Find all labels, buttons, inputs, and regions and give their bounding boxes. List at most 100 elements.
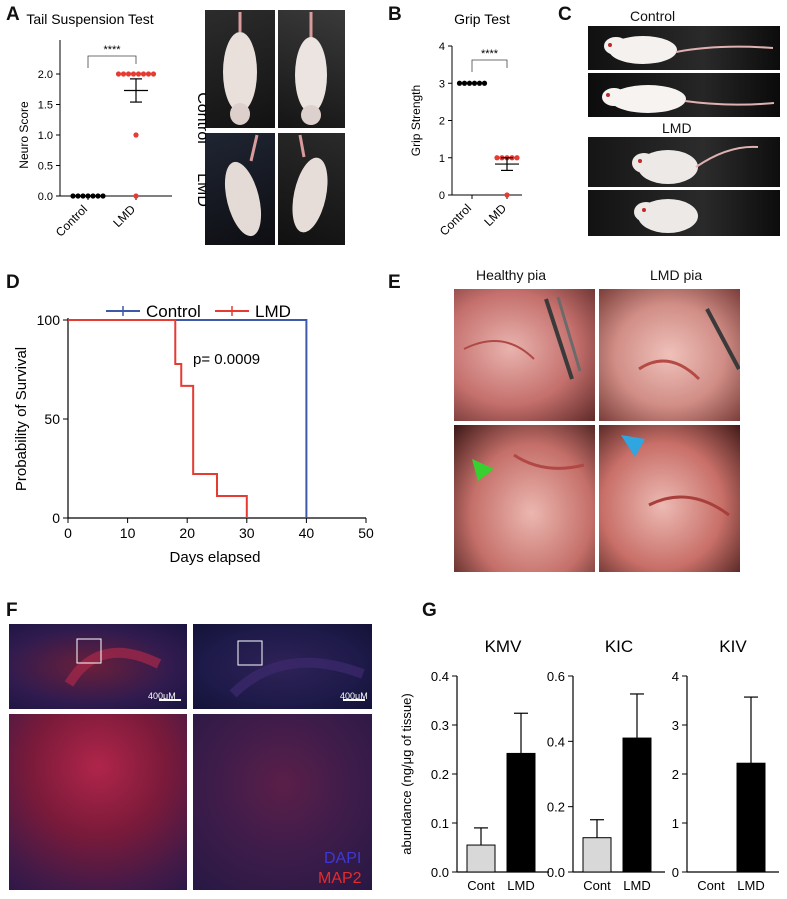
y-tick-label: 0.0 <box>547 865 565 880</box>
data-point <box>115 71 122 77</box>
scale-bar-right: 400μM <box>340 691 368 701</box>
legend-map2: MAP2 <box>318 870 362 887</box>
legend-dapi: DAPI <box>324 850 362 867</box>
microscopy-control-zoom <box>9 714 187 890</box>
microscopy-lmd-overview <box>193 624 372 709</box>
y-tick-label: 0.2 <box>547 800 565 815</box>
x-tick-label: 10 <box>120 525 136 541</box>
x-tick-label: 50 <box>358 525 374 541</box>
bar-lmd <box>506 752 536 873</box>
data-point <box>494 155 500 161</box>
photo-mouse-lmd-2 <box>588 190 780 236</box>
photo-pia-lmd-top <box>599 289 740 421</box>
y-axis-label: Probability of Survival <box>13 347 30 491</box>
photo-tail-lmd-2 <box>278 133 345 245</box>
y-tick-label: 0.6 <box>547 669 565 684</box>
data-point <box>90 193 96 199</box>
x-tick-label: LMD <box>110 202 138 230</box>
y-tick-label: 0.2 <box>431 767 449 782</box>
x-tick-label: LMD <box>623 878 650 893</box>
x-tick-label: LMD <box>507 878 534 893</box>
photo-tail-control-2 <box>278 10 345 128</box>
x-tick-label: Control <box>437 201 474 238</box>
significance-label: **** <box>481 48 499 60</box>
y-tick-label: 3 <box>672 718 679 733</box>
legend-label: LMD <box>255 302 291 321</box>
x-tick-label: Cont <box>467 878 495 893</box>
panel-label-a: A <box>6 4 20 25</box>
panel-c-label-lmd: LMD <box>662 120 692 136</box>
panel-label-d: D <box>6 272 20 293</box>
data-point <box>476 80 483 86</box>
data-point <box>135 71 142 77</box>
y-tick-label: 2 <box>672 767 679 782</box>
photo-pia-lmd-bottom <box>599 425 740 572</box>
data-point <box>150 71 157 77</box>
bar-cont <box>466 844 496 873</box>
data-point <box>70 193 76 199</box>
scale-bar-left: 400μM <box>148 691 176 701</box>
y-tick-label: 0.0 <box>38 191 53 203</box>
data-point <box>133 193 139 199</box>
panel-c-label-control: Control <box>630 8 676 24</box>
y-axis-label: abundance (ng/μg of tissue) <box>399 693 414 854</box>
chart-title: Tail Suspension Test <box>26 11 153 27</box>
x-tick-label: LMD <box>481 201 509 229</box>
x-tick-label: LMD <box>737 878 764 893</box>
y-tick-label: 1 <box>439 153 445 165</box>
y-tick-label: 0.5 <box>38 161 53 173</box>
y-tick-label: 2.0 <box>38 69 53 81</box>
photo-label-control: Control <box>194 92 206 144</box>
panel-a-photo-labels: Control LMD <box>194 92 206 207</box>
p-value-annotation: p= 0.0009 <box>193 351 260 368</box>
photo-tail-lmd-1 <box>205 133 275 245</box>
y-tick-label: 2 <box>439 116 445 128</box>
y-tick-label: 0.4 <box>431 669 449 684</box>
survival-curve-lmd <box>68 319 248 518</box>
data-point <box>504 192 510 198</box>
data-point <box>466 80 473 86</box>
chart-title: Grip Test <box>454 11 510 27</box>
y-tick-label: 0 <box>52 510 60 526</box>
significance-bracket <box>471 59 508 72</box>
significance-bracket <box>87 55 137 68</box>
microscopy-lmd-zoom <box>193 714 372 890</box>
photo-tail-control-1 <box>205 10 275 128</box>
panel-label-g: G <box>422 600 437 621</box>
y-tick-label: 50 <box>44 411 60 427</box>
data-point <box>125 71 132 77</box>
photo-pia-healthy-bottom <box>454 425 595 572</box>
y-tick-label: 1.0 <box>38 130 53 142</box>
y-tick-label: 4 <box>439 41 445 53</box>
data-point <box>481 80 488 86</box>
y-tick-label: 4 <box>672 669 679 684</box>
data-point <box>85 193 91 199</box>
x-tick-label: 20 <box>179 525 195 541</box>
data-point <box>471 80 478 86</box>
y-tick-label: 1 <box>672 816 679 831</box>
subplot-title: KIV <box>719 637 747 656</box>
data-point <box>130 71 137 77</box>
panel-label-f: F <box>6 600 18 621</box>
y-tick-label: 0 <box>672 865 679 880</box>
panel-e-col-healthy: Healthy pia <box>476 267 547 283</box>
data-point <box>456 80 463 86</box>
y-tick-label: 0.3 <box>431 718 449 733</box>
bar-lmd <box>622 737 652 873</box>
data-point <box>80 193 86 199</box>
survival-curve-control <box>68 319 308 518</box>
bar-cont <box>582 837 612 873</box>
grip-test-chart: Grip Test 0 1 2 3 4 Grip Strength Control LMD ***… <box>409 11 522 238</box>
panel-e-col-lmd: LMD pia <box>650 267 703 283</box>
y-axis-label: Grip Strength <box>409 85 423 156</box>
x-tick-label: 30 <box>239 525 255 541</box>
tail-suspension-chart: Tail Suspension Test 0.0 0.5 1.0 1.5 2.0 Neuro… <box>17 11 172 239</box>
y-tick-label: 0 <box>439 190 445 202</box>
photo-label-lmd: LMD <box>194 173 206 207</box>
abundance-bar-charts: KMV 0.0 0.1 0.2 0.3 0.4 Cont LMD KIC 0.0 0.2 0.4 0.6… <box>399 637 779 893</box>
y-tick-label: 1.5 <box>38 100 53 112</box>
data-point <box>140 71 147 77</box>
y-tick-label: 100 <box>37 312 61 328</box>
y-tick-label: 0.0 <box>431 865 449 880</box>
data-point <box>461 80 468 86</box>
